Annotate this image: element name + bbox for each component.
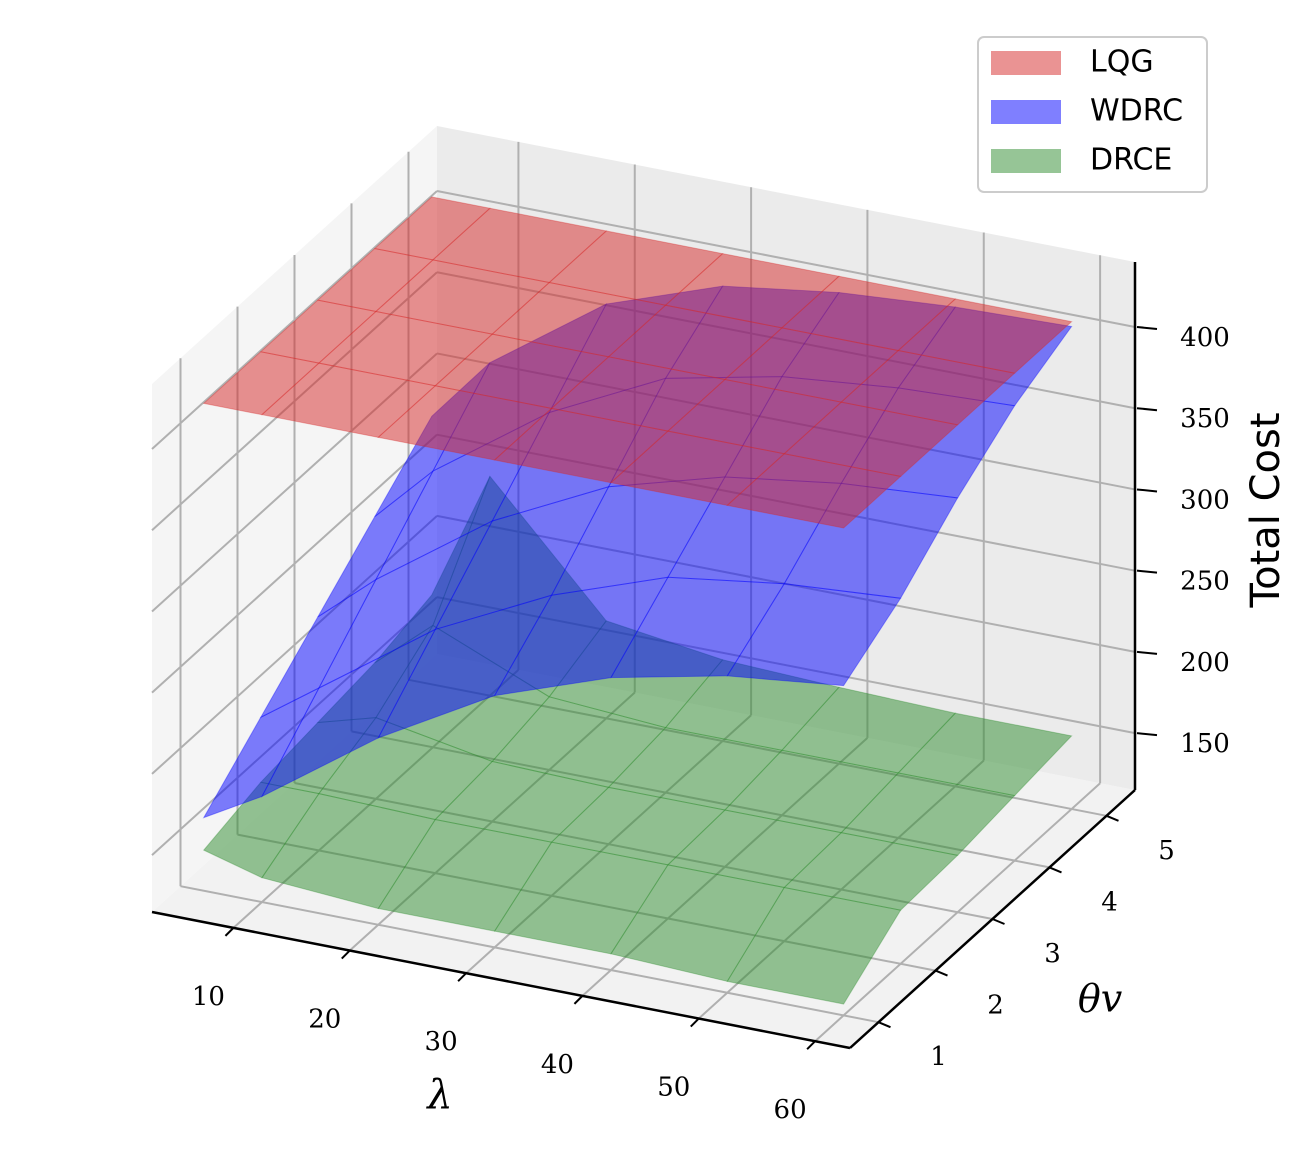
z-tick bbox=[1136, 488, 1158, 493]
z-tick-label: 150 bbox=[1180, 729, 1230, 759]
x-tick bbox=[224, 927, 235, 937]
x-axis-label: λ bbox=[425, 1072, 452, 1118]
y-tick bbox=[1049, 866, 1062, 874]
x-tick bbox=[341, 949, 351, 960]
x-tick-label: 60 bbox=[774, 1095, 807, 1125]
grid-line bbox=[180, 885, 879, 1024]
x-tick bbox=[457, 972, 467, 982]
x-tick-label: 30 bbox=[425, 1027, 458, 1057]
z-axis-label: Total Cost bbox=[1243, 412, 1289, 608]
grid-line bbox=[151, 433, 438, 694]
axes: 10 20 30 40 50 60 1 2 3 4 5 150 200 250 300 350 400 bbox=[151, 262, 1230, 1125]
y-tick-label: 2 bbox=[987, 991, 1004, 1021]
y-tick-label: 5 bbox=[1158, 836, 1175, 866]
surface-facet bbox=[726, 453, 902, 529]
legend: LQG WDRC DRCE bbox=[977, 36, 1208, 193]
surfaces bbox=[202, 196, 1073, 1005]
x-tick-label: 50 bbox=[657, 1073, 690, 1103]
y-axis-line bbox=[849, 789, 1136, 1049]
surface-facet bbox=[897, 298, 1073, 374]
x-tick bbox=[806, 1040, 816, 1050]
z-tick-label: 350 bbox=[1180, 404, 1230, 434]
z-tick bbox=[1136, 650, 1158, 655]
x-tick bbox=[690, 1017, 700, 1028]
legend-swatch bbox=[991, 100, 1061, 124]
z-tick-label: 250 bbox=[1180, 567, 1230, 597]
x-tick-label: 10 bbox=[192, 982, 225, 1012]
surface-facet bbox=[726, 583, 902, 687]
y-tick bbox=[878, 1021, 891, 1029]
legend-label: DRCE bbox=[1090, 143, 1172, 178]
z-tick-label: 200 bbox=[1180, 648, 1230, 678]
legend-label: WDRC bbox=[1090, 94, 1183, 129]
z-tick bbox=[1136, 407, 1158, 412]
surface-facet bbox=[840, 350, 1016, 426]
x-tick bbox=[573, 995, 584, 1005]
y-tick-label: 4 bbox=[1101, 887, 1118, 917]
y-axis-label: θv bbox=[1078, 977, 1123, 1021]
z-tick-label: 400 bbox=[1180, 323, 1230, 353]
grid-line bbox=[436, 190, 1136, 328]
legend-label: LQG bbox=[1090, 45, 1154, 80]
z-tick bbox=[1136, 569, 1158, 574]
y-tick-label: 3 bbox=[1044, 939, 1061, 969]
surface-facet bbox=[726, 886, 902, 1005]
x-tick-label: 20 bbox=[308, 1005, 341, 1035]
y-tick bbox=[935, 969, 948, 977]
x-tick-label: 40 bbox=[541, 1050, 574, 1080]
legend-swatch bbox=[991, 149, 1061, 173]
y-tick-label: 1 bbox=[930, 1042, 947, 1072]
grid-line bbox=[151, 190, 438, 450]
y-tick bbox=[1106, 814, 1119, 822]
x-axis-line bbox=[151, 910, 851, 1050]
y-tick bbox=[992, 918, 1005, 925]
z-tick-label: 300 bbox=[1180, 485, 1230, 515]
z-tick bbox=[1136, 325, 1158, 330]
z-tick bbox=[1136, 732, 1158, 737]
legend-swatch bbox=[991, 51, 1061, 75]
